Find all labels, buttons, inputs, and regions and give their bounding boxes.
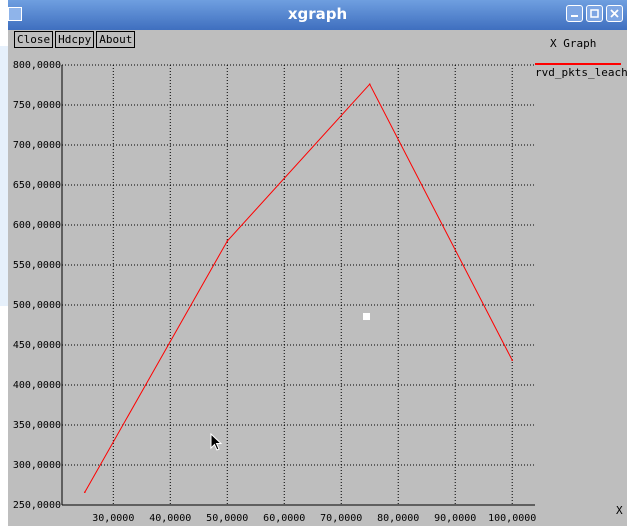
mouse-cursor-icon [210,433,223,451]
y-tick-label: 350,0000 [13,420,61,431]
legend-swatch [535,63,621,65]
y-tick-label: 550,0000 [13,260,61,271]
plot-marker [363,313,370,320]
legend-label: rvd_pkts_leach [535,66,627,79]
data-point [83,491,86,494]
data-point [511,359,514,362]
y-tick-label: 750,0000 [13,100,61,111]
x-tick-label: 80,0000 [377,513,419,524]
window-controls [566,5,623,22]
window-titlebar[interactable]: xgraph [8,0,627,30]
data-point [226,240,229,242]
about-button[interactable]: About [96,31,136,48]
data-point [368,83,371,85]
y-tick-label: 800,0000 [13,60,61,71]
y-tick-label: 500,0000 [13,300,61,311]
graph-title: X Graph [550,37,597,50]
x-tick-label: 60,0000 [263,513,305,524]
close-icon[interactable] [606,5,623,22]
xgraph-button-row: Close Hdcpy About [14,31,136,48]
x-tick-label: 100,0000 [488,513,536,524]
y-tick-label: 250,0000 [13,500,61,511]
xgraph-window: xgraph Close Hdcpy About X Graph rvd_pkt… [8,0,627,526]
y-tick-label: 450,0000 [13,340,61,351]
x-tick-label: 30,0000 [92,513,134,524]
maximize-icon[interactable] [586,5,603,22]
y-tick-label: 700,0000 [13,140,61,151]
x-axis-unit-label: X [616,504,623,517]
line-chart[interactable]: 250,0000 300,0000 350,0000 400,0000 450,0000… [8,0,627,526]
y-tick-label: 600,0000 [13,220,61,231]
y-tick-label: 650,0000 [13,180,61,191]
series-line [84,83,513,493]
x-tick-label: 40,0000 [149,513,191,524]
y-tick-label: 300,0000 [13,460,61,471]
x-tick-label: 70,0000 [320,513,362,524]
hardcopy-button[interactable]: Hdcpy [55,31,95,48]
x-tick-label: 90,0000 [434,513,476,524]
window-title: xgraph [287,5,348,23]
minimize-icon[interactable] [566,5,583,22]
window-menu-icon[interactable] [8,7,22,21]
x-tick-label: 50,0000 [206,513,248,524]
close-button[interactable]: Close [14,31,54,48]
y-tick-label: 400,0000 [13,380,61,391]
